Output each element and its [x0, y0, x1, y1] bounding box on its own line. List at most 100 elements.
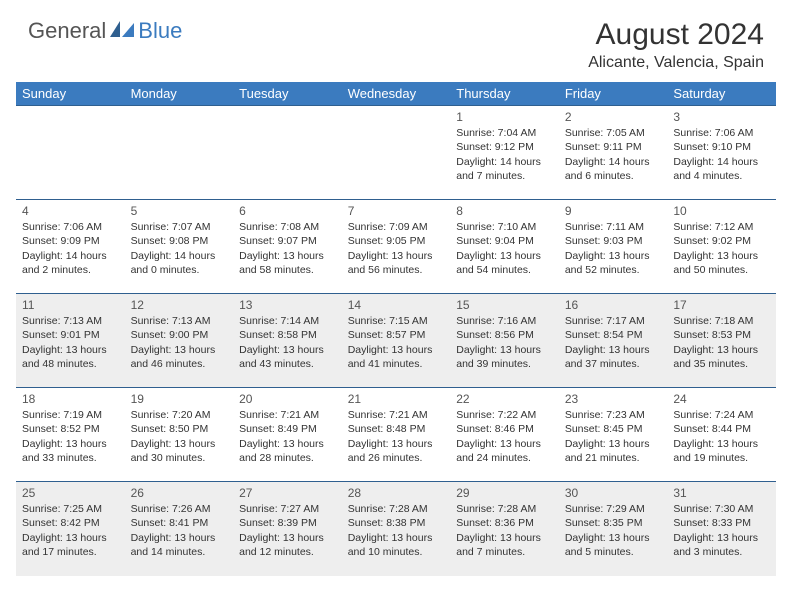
day-number: 29 [456, 485, 553, 501]
weekday-header: Friday [559, 82, 668, 106]
sunrise-text: Sunrise: 7:05 AM [565, 126, 662, 140]
sunrise-text: Sunrise: 7:30 AM [673, 502, 770, 516]
sunrise-text: Sunrise: 7:06 AM [673, 126, 770, 140]
day-cell: 27Sunrise: 7:27 AMSunset: 8:39 PMDayligh… [233, 482, 342, 576]
sunrise-text: Sunrise: 7:13 AM [22, 314, 119, 328]
day-cell: 28Sunrise: 7:28 AMSunset: 8:38 PMDayligh… [342, 482, 451, 576]
daylight-text: Daylight: 13 hours and 12 minutes. [239, 531, 336, 559]
weekday-header: Sunday [16, 82, 125, 106]
day-cell: 22Sunrise: 7:22 AMSunset: 8:46 PMDayligh… [450, 388, 559, 482]
day-number: 26 [131, 485, 228, 501]
daylight-text: Daylight: 13 hours and 14 minutes. [131, 531, 228, 559]
day-cell: 30Sunrise: 7:29 AMSunset: 8:35 PMDayligh… [559, 482, 668, 576]
sunset-text: Sunset: 9:04 PM [456, 234, 553, 248]
sunrise-text: Sunrise: 7:16 AM [456, 314, 553, 328]
calendar-week-row: 11Sunrise: 7:13 AMSunset: 9:01 PMDayligh… [16, 294, 776, 388]
day-cell: 14Sunrise: 7:15 AMSunset: 8:57 PMDayligh… [342, 294, 451, 388]
day-number: 27 [239, 485, 336, 501]
sunset-text: Sunset: 8:33 PM [673, 516, 770, 530]
daylight-text: Daylight: 14 hours and 0 minutes. [131, 249, 228, 277]
sunset-text: Sunset: 8:52 PM [22, 422, 119, 436]
sunrise-text: Sunrise: 7:21 AM [348, 408, 445, 422]
sunset-text: Sunset: 9:10 PM [673, 140, 770, 154]
logo-text-blue: Blue [138, 18, 182, 44]
sunrise-text: Sunrise: 7:27 AM [239, 502, 336, 516]
daylight-text: Daylight: 13 hours and 56 minutes. [348, 249, 445, 277]
sunrise-text: Sunrise: 7:04 AM [456, 126, 553, 140]
sunrise-text: Sunrise: 7:20 AM [131, 408, 228, 422]
daylight-text: Daylight: 13 hours and 46 minutes. [131, 343, 228, 371]
sunrise-text: Sunrise: 7:08 AM [239, 220, 336, 234]
day-cell: 31Sunrise: 7:30 AMSunset: 8:33 PMDayligh… [667, 482, 776, 576]
day-cell: 20Sunrise: 7:21 AMSunset: 8:49 PMDayligh… [233, 388, 342, 482]
logo-text-general: General [28, 18, 106, 44]
day-number: 8 [456, 203, 553, 219]
day-cell: 17Sunrise: 7:18 AMSunset: 8:53 PMDayligh… [667, 294, 776, 388]
sunset-text: Sunset: 8:56 PM [456, 328, 553, 342]
sunrise-text: Sunrise: 7:24 AM [673, 408, 770, 422]
sunrise-text: Sunrise: 7:28 AM [456, 502, 553, 516]
day-cell: 24Sunrise: 7:24 AMSunset: 8:44 PMDayligh… [667, 388, 776, 482]
day-cell [342, 106, 451, 200]
daylight-text: Daylight: 13 hours and 33 minutes. [22, 437, 119, 465]
weekday-header-row: Sunday Monday Tuesday Wednesday Thursday… [16, 82, 776, 106]
day-cell: 18Sunrise: 7:19 AMSunset: 8:52 PMDayligh… [16, 388, 125, 482]
day-number: 6 [239, 203, 336, 219]
sunset-text: Sunset: 8:44 PM [673, 422, 770, 436]
day-cell: 10Sunrise: 7:12 AMSunset: 9:02 PMDayligh… [667, 200, 776, 294]
day-cell: 19Sunrise: 7:20 AMSunset: 8:50 PMDayligh… [125, 388, 234, 482]
sunset-text: Sunset: 9:01 PM [22, 328, 119, 342]
location-subtitle: Alicante, Valencia, Spain [588, 54, 764, 72]
daylight-text: Daylight: 13 hours and 39 minutes. [456, 343, 553, 371]
calendar-week-row: 18Sunrise: 7:19 AMSunset: 8:52 PMDayligh… [16, 388, 776, 482]
daylight-text: Daylight: 13 hours and 28 minutes. [239, 437, 336, 465]
sunrise-text: Sunrise: 7:25 AM [22, 502, 119, 516]
daylight-text: Daylight: 13 hours and 41 minutes. [348, 343, 445, 371]
daylight-text: Daylight: 14 hours and 6 minutes. [565, 155, 662, 183]
day-cell: 4Sunrise: 7:06 AMSunset: 9:09 PMDaylight… [16, 200, 125, 294]
title-block: August 2024 Alicante, Valencia, Spain [588, 18, 764, 72]
sunset-text: Sunset: 8:45 PM [565, 422, 662, 436]
sunset-text: Sunset: 9:11 PM [565, 140, 662, 154]
daylight-text: Daylight: 13 hours and 24 minutes. [456, 437, 553, 465]
sunset-text: Sunset: 9:00 PM [131, 328, 228, 342]
daylight-text: Daylight: 13 hours and 35 minutes. [673, 343, 770, 371]
day-cell: 23Sunrise: 7:23 AMSunset: 8:45 PMDayligh… [559, 388, 668, 482]
sunrise-text: Sunrise: 7:28 AM [348, 502, 445, 516]
day-cell: 5Sunrise: 7:07 AMSunset: 9:08 PMDaylight… [125, 200, 234, 294]
day-number: 15 [456, 297, 553, 313]
sunset-text: Sunset: 8:42 PM [22, 516, 119, 530]
day-number: 19 [131, 391, 228, 407]
daylight-text: Daylight: 13 hours and 10 minutes. [348, 531, 445, 559]
logo-sail-icon [110, 19, 136, 44]
day-number: 25 [22, 485, 119, 501]
sunset-text: Sunset: 8:46 PM [456, 422, 553, 436]
calendar-week-row: 25Sunrise: 7:25 AMSunset: 8:42 PM Dayligh… [16, 482, 776, 576]
month-title: August 2024 [588, 18, 764, 52]
day-cell [125, 106, 234, 200]
sunrise-text: Sunrise: 7:17 AM [565, 314, 662, 328]
day-cell: 15Sunrise: 7:16 AMSunset: 8:56 PMDayligh… [450, 294, 559, 388]
day-cell: 13Sunrise: 7:14 AMSunset: 8:58 PMDayligh… [233, 294, 342, 388]
day-cell: 6Sunrise: 7:08 AMSunset: 9:07 PMDaylight… [233, 200, 342, 294]
day-cell: 29Sunrise: 7:28 AMSunset: 8:36 PMDayligh… [450, 482, 559, 576]
daylight-text: Daylight: 13 hours and 19 minutes. [673, 437, 770, 465]
day-cell: 3Sunrise: 7:06 AMSunset: 9:10 PMDaylight… [667, 106, 776, 200]
day-cell: 25Sunrise: 7:25 AMSunset: 8:42 PMDayligh… [16, 482, 125, 576]
day-cell: 11Sunrise: 7:13 AMSunset: 9:01 PMDayligh… [16, 294, 125, 388]
day-cell: 26Sunrise: 7:26 AMSunset: 8:41 PMDayligh… [125, 482, 234, 576]
sunset-text: Sunset: 9:12 PM [456, 140, 553, 154]
weekday-header: Saturday [667, 82, 776, 106]
day-number: 10 [673, 203, 770, 219]
sunset-text: Sunset: 8:36 PM [456, 516, 553, 530]
sunrise-text: Sunrise: 7:11 AM [565, 220, 662, 234]
day-number: 3 [673, 109, 770, 125]
sunrise-text: Sunrise: 7:18 AM [673, 314, 770, 328]
sunset-text: Sunset: 8:39 PM [239, 516, 336, 530]
day-number: 24 [673, 391, 770, 407]
sunrise-text: Sunrise: 7:07 AM [131, 220, 228, 234]
sunrise-text: Sunrise: 7:21 AM [239, 408, 336, 422]
sunset-text: Sunset: 8:35 PM [565, 516, 662, 530]
day-number: 4 [22, 203, 119, 219]
daylight-text: Daylight: 14 hours and 7 minutes. [456, 155, 553, 183]
